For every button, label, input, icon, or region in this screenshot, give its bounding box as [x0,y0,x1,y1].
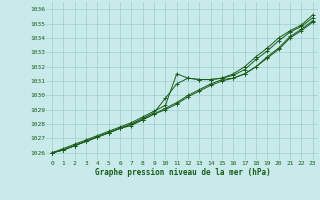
X-axis label: Graphe pression niveau de la mer (hPa): Graphe pression niveau de la mer (hPa) [94,168,270,177]
